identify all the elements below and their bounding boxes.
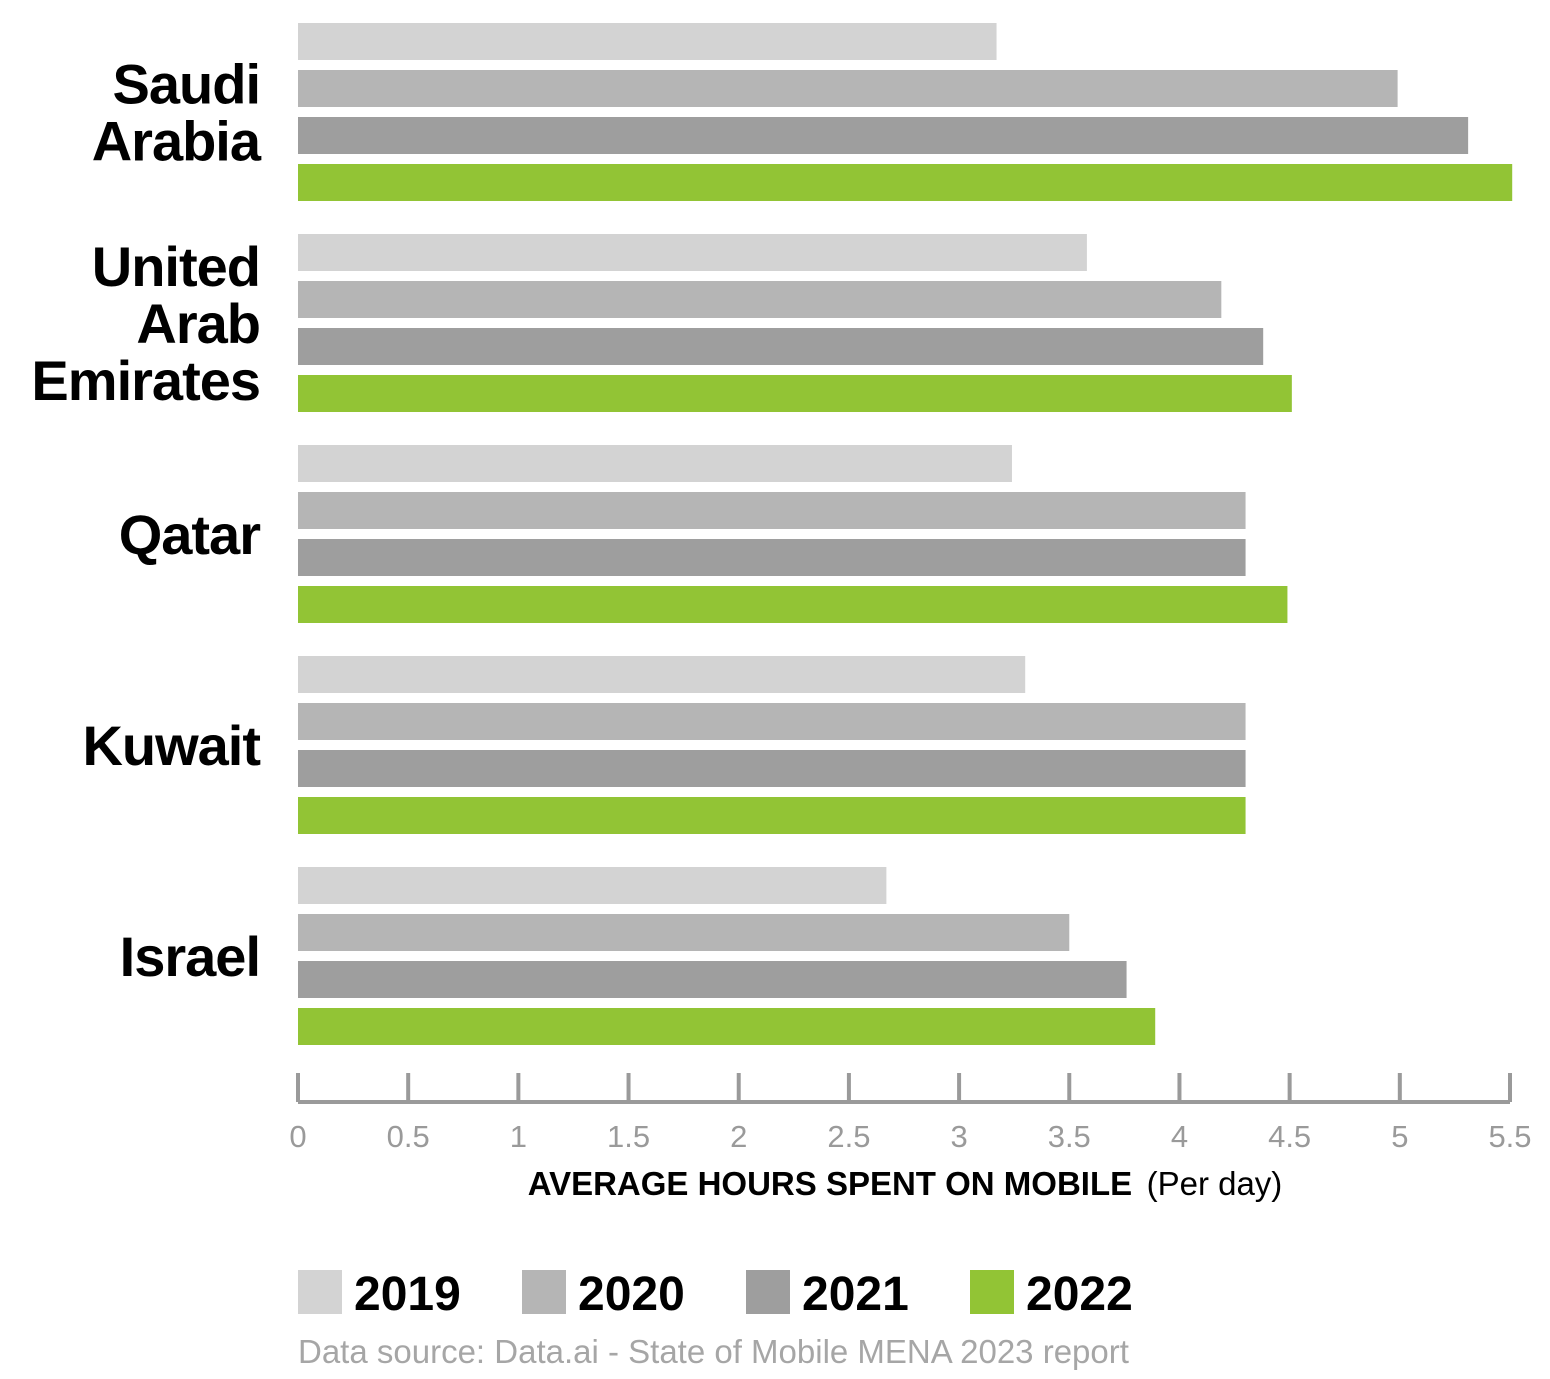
- x-axis-title-unit: (Per day): [1147, 1165, 1283, 1202]
- bar-2019-saudi-arabia: [298, 23, 997, 60]
- bar-2021-saudi-arabia: [298, 117, 1469, 154]
- category-label-line: Israel: [120, 925, 260, 988]
- legend-item-2021: 2021: [746, 1268, 909, 1321]
- x-tick-label: 0: [289, 1119, 306, 1154]
- legend-item-2022: 2022: [970, 1268, 1133, 1321]
- category-label-line: Arab: [136, 292, 260, 355]
- legend-swatch: [522, 1270, 566, 1314]
- bar-2019-kuwait: [298, 656, 1026, 693]
- x-tick-label: 5: [1391, 1119, 1408, 1154]
- x-tick-label: 2: [730, 1119, 747, 1154]
- x-tick-label: 3.5: [1048, 1119, 1091, 1154]
- category-label-line: Arabia: [92, 110, 262, 173]
- bar-2022-saudi-arabia: [298, 164, 1513, 201]
- legend-label: 2021: [802, 1268, 909, 1321]
- bar-2022-united-arab-emirates: [298, 375, 1292, 412]
- bar-2020-united-arab-emirates: [298, 281, 1222, 318]
- legend-item-2020: 2020: [522, 1268, 685, 1321]
- x-tick-label: 1.5: [607, 1119, 650, 1154]
- category-label-line: Saudi: [113, 53, 260, 116]
- category-label: Kuwait: [82, 714, 260, 777]
- category-labels: Saudi Arabia United Arab Emirates Qatar Kuwait…: [31, 53, 262, 989]
- bar-2021-kuwait: [298, 750, 1246, 787]
- bar-2020-kuwait: [298, 703, 1246, 740]
- x-tick-label: 5.5: [1488, 1119, 1531, 1154]
- bars: [298, 23, 1513, 1045]
- category-label-line: Kuwait: [82, 714, 260, 777]
- category-label-line: Emirates: [31, 349, 260, 412]
- x-axis: 0 0.5 1 1.5 2 2.5 3 3.5 4 4.5 5 5.5: [289, 1073, 1532, 1154]
- legend-swatch: [970, 1270, 1014, 1314]
- bar-2022-israel: [298, 1008, 1156, 1045]
- legend-label: 2019: [354, 1268, 461, 1321]
- bar-2021-united-arab-emirates: [298, 328, 1264, 365]
- x-axis-title-main: AVERAGE HOURS SPENT ON MOBILE: [528, 1165, 1132, 1202]
- legend-swatch: [746, 1270, 790, 1314]
- legend-label: 2020: [578, 1268, 685, 1321]
- category-label-line: Qatar: [119, 503, 260, 566]
- category-label: Saudi Arabia: [92, 53, 262, 173]
- x-axis-title: AVERAGE HOURS SPENT ON MOBILE (Per day): [528, 1165, 1283, 1202]
- x-tick-label: 0.5: [387, 1119, 430, 1154]
- x-tick-label: 1: [510, 1119, 527, 1154]
- bar-2021-israel: [298, 961, 1127, 998]
- x-tick-label: 4: [1171, 1119, 1188, 1154]
- bar-2019-united-arab-emirates: [298, 234, 1087, 271]
- bar-2020-qatar: [298, 492, 1246, 529]
- bar-2022-qatar: [298, 586, 1288, 623]
- category-label-line: United: [92, 235, 260, 298]
- x-tick-label: 4.5: [1268, 1119, 1311, 1154]
- bar-2020-israel: [298, 914, 1070, 951]
- bar-2019-israel: [298, 867, 887, 904]
- legend: 2019 2020 2021 2022: [298, 1268, 1133, 1321]
- legend-item-2019: 2019: [298, 1268, 461, 1321]
- bar-2021-qatar: [298, 539, 1246, 576]
- bar-2022-kuwait: [298, 797, 1246, 834]
- x-tick-label: 2.5: [827, 1119, 870, 1154]
- x-tick-label: 3: [950, 1119, 967, 1154]
- category-label: Qatar: [119, 503, 260, 566]
- source-note: Data source: Data.ai - State of Mobile M…: [298, 1333, 1129, 1370]
- legend-swatch: [298, 1270, 342, 1314]
- category-label: Israel: [120, 925, 260, 988]
- category-label: United Arab Emirates: [31, 235, 260, 412]
- bar-2020-saudi-arabia: [298, 70, 1398, 107]
- bar-2019-qatar: [298, 445, 1012, 482]
- legend-label: 2022: [1026, 1268, 1133, 1321]
